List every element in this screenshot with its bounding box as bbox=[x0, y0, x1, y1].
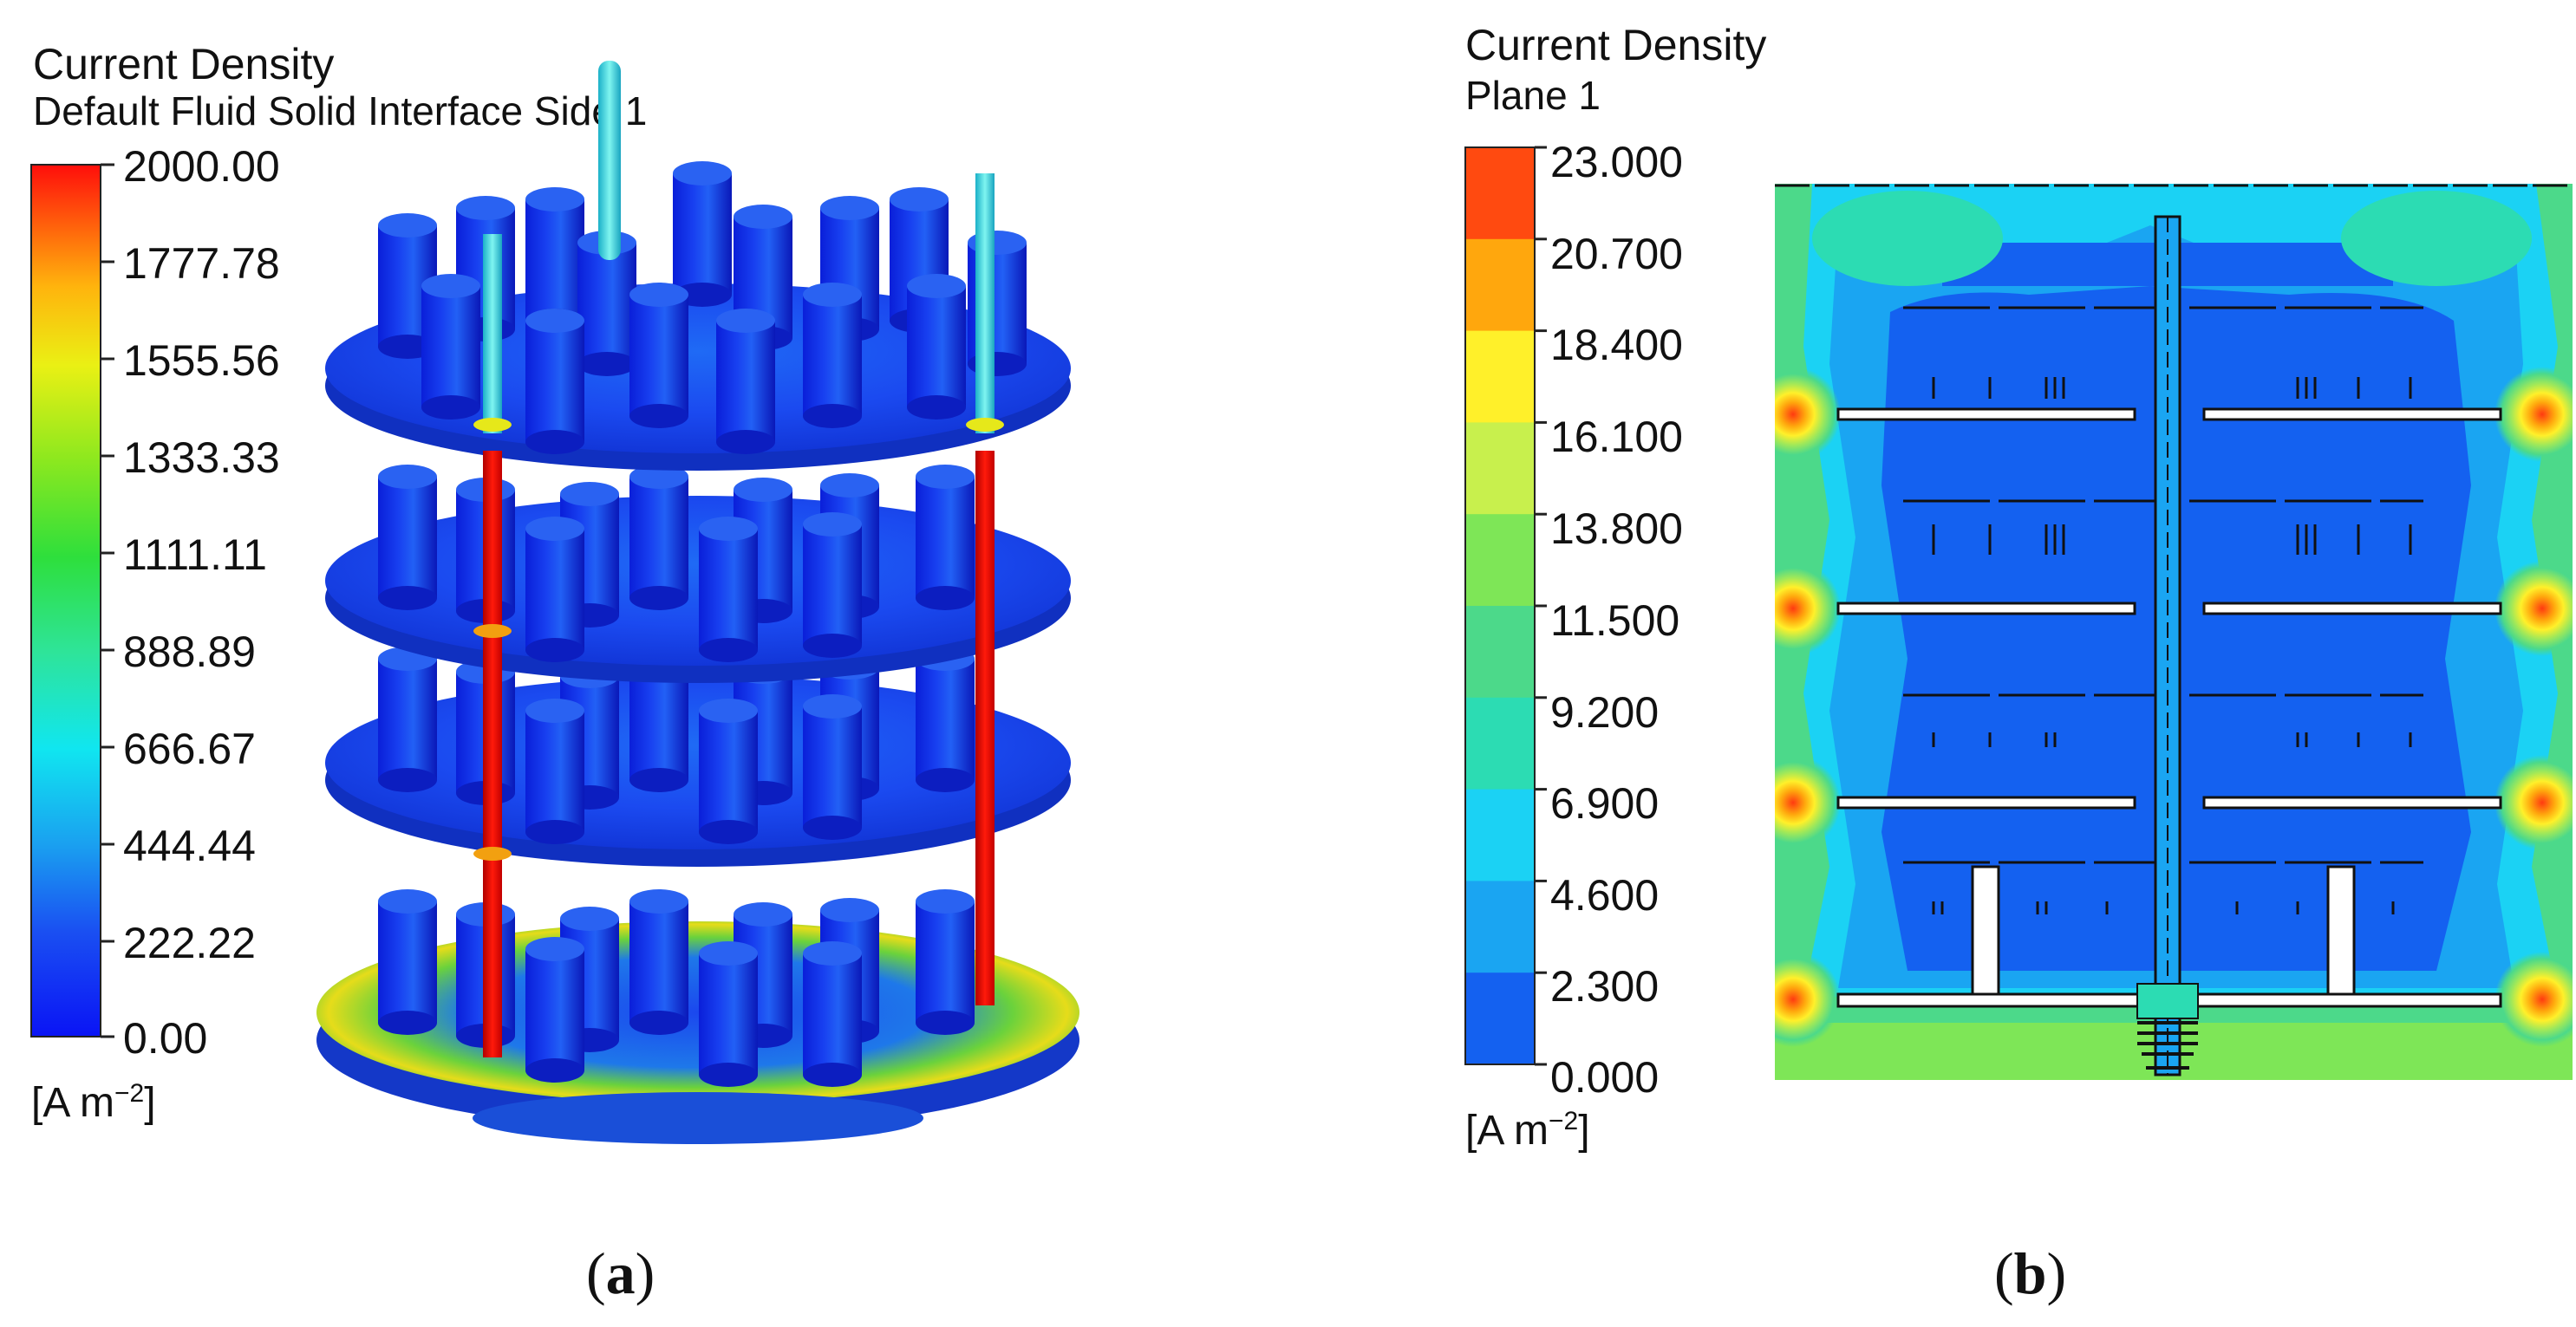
caption-open: ( bbox=[586, 1240, 606, 1306]
electrode-stack-render bbox=[316, 61, 1079, 1144]
panel-caption-b: (b) bbox=[1994, 1239, 2066, 1308]
legend-subtitle: Plane 1 bbox=[1465, 73, 1601, 118]
colorbar-band bbox=[1465, 789, 1535, 881]
legend-tick: 1333.33 bbox=[123, 433, 280, 482]
caption-open: ( bbox=[1994, 1240, 2014, 1306]
caption-letter: b bbox=[2013, 1240, 2047, 1306]
legend-unit-exponent: −2 bbox=[114, 1079, 145, 1108]
caption-close: ) bbox=[2046, 1240, 2067, 1306]
colorbar-band bbox=[1465, 147, 1535, 240]
panel-b: Current Density Plane 1 23.000 20.700 18… bbox=[1283, 0, 2576, 1327]
legend-tick: 11.500 bbox=[1550, 596, 1680, 645]
legend-tick: 1111.11 bbox=[123, 530, 267, 579]
legend-unit: [A m−2] bbox=[1465, 1109, 1590, 1153]
legend-tick: 0.00 bbox=[123, 1014, 208, 1063]
colorbar-band bbox=[1465, 238, 1535, 332]
colorbar-bands bbox=[1465, 147, 1535, 1065]
legend-tick: 444.44 bbox=[123, 822, 256, 870]
panel-a: Current Density Default Fluid Solid Inte… bbox=[0, 0, 1283, 1327]
colorbar-a bbox=[30, 163, 114, 1038]
caption-letter: a bbox=[605, 1240, 636, 1306]
legend-tick: 4.600 bbox=[1550, 871, 1660, 920]
legend-tick: 2000.00 bbox=[123, 142, 280, 191]
colorbar-band bbox=[1465, 422, 1535, 515]
legend-tick: 18.400 bbox=[1550, 321, 1683, 369]
legend-tick: 6.900 bbox=[1550, 779, 1660, 828]
caption-close: ) bbox=[635, 1240, 655, 1306]
legend-unit: [A m−2] bbox=[31, 1079, 156, 1126]
legend-unit-base: [A m bbox=[31, 1080, 115, 1126]
legend-tick: 0.000 bbox=[1550, 1053, 1660, 1102]
legend-tick: 222.22 bbox=[123, 919, 256, 967]
legend-tick: 2.300 bbox=[1550, 962, 1660, 1011]
legend-tick: 888.89 bbox=[123, 628, 256, 676]
legend-tick: 666.67 bbox=[123, 725, 256, 773]
legend-tick: 16.100 bbox=[1550, 413, 1683, 461]
legend-unit-close: ] bbox=[144, 1080, 156, 1126]
contour-plane-render bbox=[1775, 184, 2573, 1080]
legend-tick: 1777.78 bbox=[123, 239, 280, 288]
colorbar-band bbox=[1465, 697, 1535, 790]
legend-title: Current Density bbox=[1465, 21, 1767, 69]
legend-unit-base: [A m bbox=[1465, 1108, 1549, 1154]
panel-caption-a: (a) bbox=[586, 1239, 655, 1308]
colorbar-b bbox=[1464, 146, 1547, 1066]
colorbar-band bbox=[1465, 514, 1535, 607]
legend-tick: 9.200 bbox=[1550, 688, 1660, 737]
colorbar-band bbox=[1465, 330, 1535, 423]
legend-tick: 23.000 bbox=[1550, 138, 1683, 186]
colorbar-band bbox=[1465, 606, 1535, 699]
legend-unit-exponent: −2 bbox=[1549, 1107, 1579, 1135]
legend-subtitle: Default Fluid Solid Interface Side 1 bbox=[33, 88, 648, 133]
legend-unit-close: ] bbox=[1578, 1108, 1590, 1154]
legend-tick: 20.700 bbox=[1550, 230, 1683, 278]
legend-tick: 1555.56 bbox=[123, 336, 280, 385]
colorbar-band bbox=[1465, 972, 1535, 1065]
legend-tick: 13.800 bbox=[1550, 504, 1683, 553]
legend-title: Current Density bbox=[33, 40, 335, 88]
colorbar-band bbox=[1465, 881, 1535, 973]
